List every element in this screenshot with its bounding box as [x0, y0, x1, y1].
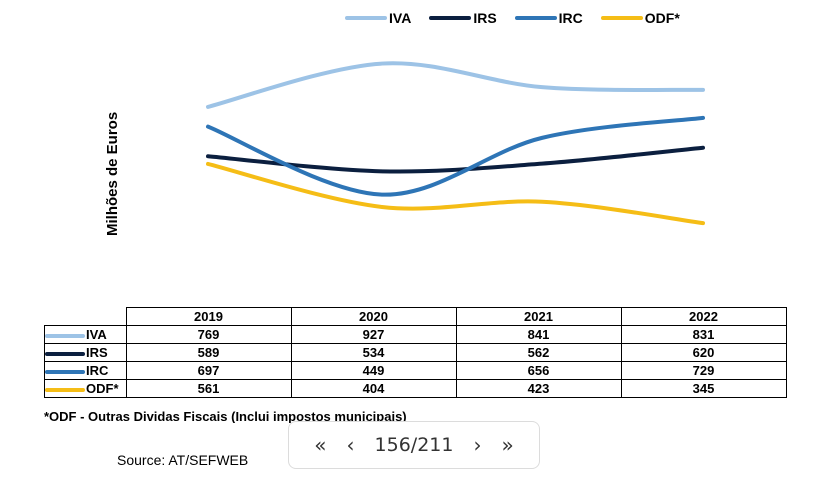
table-cell: 562	[455, 343, 622, 362]
pagination-bar: « ‹ 156/211 › »	[288, 421, 540, 469]
series-label: IRS	[44, 343, 127, 362]
table-cell: 534	[290, 343, 457, 362]
table-cell: 697	[125, 361, 292, 380]
series-swatch	[45, 387, 85, 392]
table-cell: 769	[125, 325, 292, 344]
prev-page-button[interactable]: ‹	[346, 433, 355, 457]
page-counter: 156/211	[374, 434, 454, 456]
first-page-button[interactable]: «	[314, 433, 327, 457]
series-line-iva	[206, 61, 705, 109]
legend-item: ODF*	[600, 10, 680, 26]
legend-label: ODF*	[644, 10, 680, 26]
legend-item: IVA	[345, 10, 411, 26]
table-cell: 423	[455, 379, 622, 398]
source-note: Source: AT/SEFWEB	[117, 452, 249, 468]
legend-label: IRC	[558, 10, 583, 26]
series-name: IRS	[86, 345, 108, 360]
last-page-button[interactable]: »	[501, 433, 514, 457]
legend-item: IRS	[429, 10, 497, 26]
legend-swatch	[514, 16, 557, 20]
table-cell: 831	[620, 325, 787, 344]
chart-legend: IVA IRS IRC ODF*	[345, 10, 680, 26]
series-line-irc	[206, 115, 705, 197]
series-name: ODF*	[86, 381, 119, 396]
legend-swatch	[600, 16, 643, 20]
next-page-button[interactable]: ›	[473, 433, 482, 457]
year-header: 2022	[620, 307, 787, 326]
series-swatch	[45, 369, 85, 374]
line-chart	[206, 61, 705, 226]
table-cell: 561	[125, 379, 292, 398]
series-line-odf	[206, 161, 705, 226]
legend-swatch	[345, 16, 387, 20]
legend-label: IRS	[473, 10, 497, 26]
table-cell: 656	[455, 361, 622, 380]
legend-label: IVA	[389, 10, 412, 26]
table-row: IRS 589 534 562 620	[44, 343, 787, 362]
table-row: ODF* 561 404 423 345	[44, 379, 787, 398]
table-row: IVA 769 927 841 831	[44, 325, 787, 344]
series-swatch	[45, 333, 85, 338]
series-swatch	[45, 351, 85, 356]
series-label: IRC	[44, 361, 127, 380]
table-cell: 927	[290, 325, 457, 344]
series-label: ODF*	[44, 379, 127, 398]
table-cell: 404	[290, 379, 457, 398]
series-name: IRC	[86, 363, 109, 378]
year-header: 2020	[290, 307, 457, 326]
table-cell: 620	[620, 343, 787, 362]
table-cell: 345	[620, 379, 787, 398]
year-header: 2019	[125, 307, 292, 326]
series-label: IVA	[44, 325, 127, 344]
table-cell: 729	[620, 361, 787, 380]
table-cell: 589	[125, 343, 292, 362]
data-table: 2019 2020 2021 2022 IVA 769 927 841 831 IRS 589 53…	[44, 307, 787, 398]
table-corner	[44, 307, 127, 326]
table-cell: 449	[290, 361, 457, 380]
legend-item: IRC	[514, 10, 583, 26]
series-name: IVA	[86, 327, 107, 342]
year-header: 2021	[455, 307, 622, 326]
series-line-irs	[206, 145, 705, 174]
legend-swatch	[429, 16, 472, 20]
footnote: *ODF - Outras Dividas Fiscais (Inclui im…	[44, 409, 407, 423]
table-row: IRC 697 449 656 729	[44, 361, 787, 380]
table-cell: 841	[455, 325, 622, 344]
